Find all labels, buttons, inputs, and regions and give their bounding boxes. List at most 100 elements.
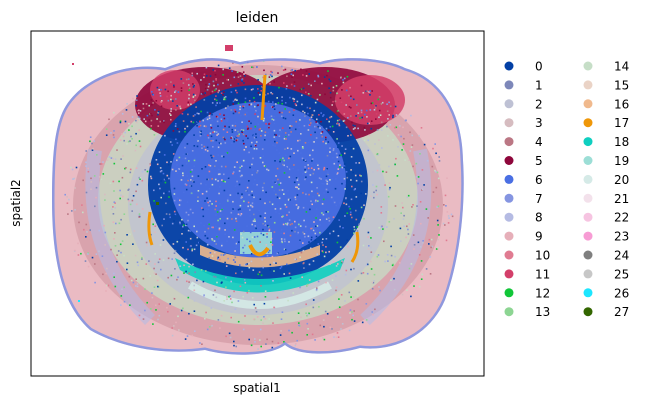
point-cluster-5 — [210, 92, 212, 95]
point-cluster-6 — [235, 166, 238, 169]
point-cluster-3 — [142, 103, 145, 105]
point-cluster-9 — [376, 193, 378, 196]
tissue-edge-cluster-7 — [52, 58, 464, 355]
point-cluster-4 — [308, 193, 310, 196]
legend-label-2: 2 — [535, 97, 543, 111]
point-cluster-13 — [415, 162, 418, 165]
point-cluster-4 — [295, 120, 297, 123]
point-cluster-12 — [336, 241, 339, 244]
point-cluster-6 — [293, 184, 296, 187]
point-cluster-5 — [180, 90, 183, 92]
point-cluster-2 — [251, 163, 253, 166]
point-cluster-8 — [259, 328, 262, 331]
point-cluster-13 — [225, 286, 227, 289]
point-cluster-12 — [221, 208, 223, 211]
point-cluster-12 — [284, 108, 286, 110]
point-cluster-0 — [394, 105, 397, 108]
point-cluster-6 — [219, 185, 221, 188]
point-cluster-6 — [306, 106, 309, 109]
point-cluster-10 — [412, 204, 414, 206]
point-cluster-6 — [221, 242, 223, 245]
point-cluster-9 — [256, 316, 259, 318]
point-cluster-5 — [222, 94, 224, 96]
point-cluster-5 — [350, 106, 352, 109]
point-cluster-9 — [216, 134, 218, 136]
point-cluster-1 — [91, 142, 93, 145]
point-cluster-3 — [264, 202, 266, 205]
point-cluster-6 — [313, 228, 316, 231]
point-cluster-7 — [367, 149, 370, 152]
point-cluster-9 — [281, 216, 283, 218]
point-cluster-10 — [269, 82, 271, 85]
point-cluster-7 — [341, 145, 343, 147]
point-cluster-0 — [282, 117, 285, 119]
point-cluster-0 — [410, 295, 412, 298]
point-cluster-10 — [421, 169, 424, 171]
point-cluster-4 — [289, 223, 292, 226]
point-cluster-2 — [257, 348, 259, 350]
point-cluster-7 — [365, 303, 368, 305]
point-cluster-3 — [149, 260, 152, 263]
point-cluster-4 — [383, 240, 385, 243]
point-cluster-6 — [225, 153, 227, 155]
point-cluster-7 — [94, 281, 96, 284]
point-cluster-1 — [144, 169, 146, 171]
point-cluster-0 — [326, 168, 328, 170]
point-cluster-9 — [87, 167, 89, 170]
point-cluster-10 — [235, 89, 237, 92]
point-cluster-6 — [280, 229, 283, 231]
point-cluster-12 — [315, 217, 317, 219]
point-cluster-9 — [159, 92, 161, 94]
point-cluster-2 — [442, 222, 445, 225]
point-cluster-2 — [293, 98, 296, 100]
point-cluster-4 — [303, 262, 305, 264]
point-cluster-2 — [274, 208, 277, 210]
point-cluster-2 — [232, 236, 234, 239]
point-cluster-13 — [436, 171, 439, 174]
point-cluster-1 — [265, 343, 267, 345]
point-cluster-4 — [259, 127, 261, 130]
point-cluster-3 — [146, 244, 148, 247]
point-cluster-12 — [437, 224, 439, 226]
point-cluster-9 — [187, 104, 189, 106]
point-cluster-1 — [416, 205, 418, 207]
point-cluster-4 — [302, 192, 304, 194]
point-cluster-7 — [314, 339, 316, 341]
point-cluster-0 — [242, 139, 244, 142]
point-cluster-8 — [261, 258, 263, 261]
point-cluster-0 — [242, 106, 245, 109]
point-cluster-1 — [84, 260, 87, 262]
point-cluster-0 — [329, 128, 331, 131]
point-cluster-0 — [311, 160, 313, 162]
point-cluster-14 — [436, 246, 439, 249]
point-cluster-0 — [366, 263, 369, 266]
point-cluster-2 — [411, 134, 413, 137]
point-cluster-5 — [247, 127, 250, 130]
point-cluster-4 — [276, 167, 279, 170]
point-cluster-14 — [70, 166, 72, 169]
point-cluster-14 — [434, 169, 436, 172]
point-cluster-3 — [161, 100, 163, 102]
point-cluster-5 — [299, 88, 301, 91]
point-cluster-3 — [302, 110, 304, 113]
point-cluster-7 — [306, 322, 309, 325]
point-cluster-12 — [356, 226, 359, 228]
point-cluster-7 — [304, 225, 307, 228]
point-cluster-2 — [281, 189, 284, 191]
point-cluster-7 — [185, 211, 188, 214]
point-cluster-0 — [423, 143, 426, 146]
point-cluster-4 — [152, 102, 154, 104]
point-cluster-8 — [194, 330, 196, 332]
point-cluster-0 — [341, 182, 343, 185]
point-cluster-12 — [114, 285, 117, 288]
point-cluster-0 — [206, 237, 209, 240]
point-cluster-4 — [374, 308, 376, 311]
legend-item-26: 26 — [583, 286, 629, 300]
point-cluster-9 — [399, 262, 401, 264]
point-cluster-13 — [248, 289, 250, 292]
legend-label-5: 5 — [535, 154, 543, 168]
point-cluster-9 — [295, 343, 297, 345]
point-cluster-1 — [174, 90, 177, 92]
point-cluster-3 — [401, 202, 403, 204]
point-cluster-7 — [179, 221, 181, 224]
